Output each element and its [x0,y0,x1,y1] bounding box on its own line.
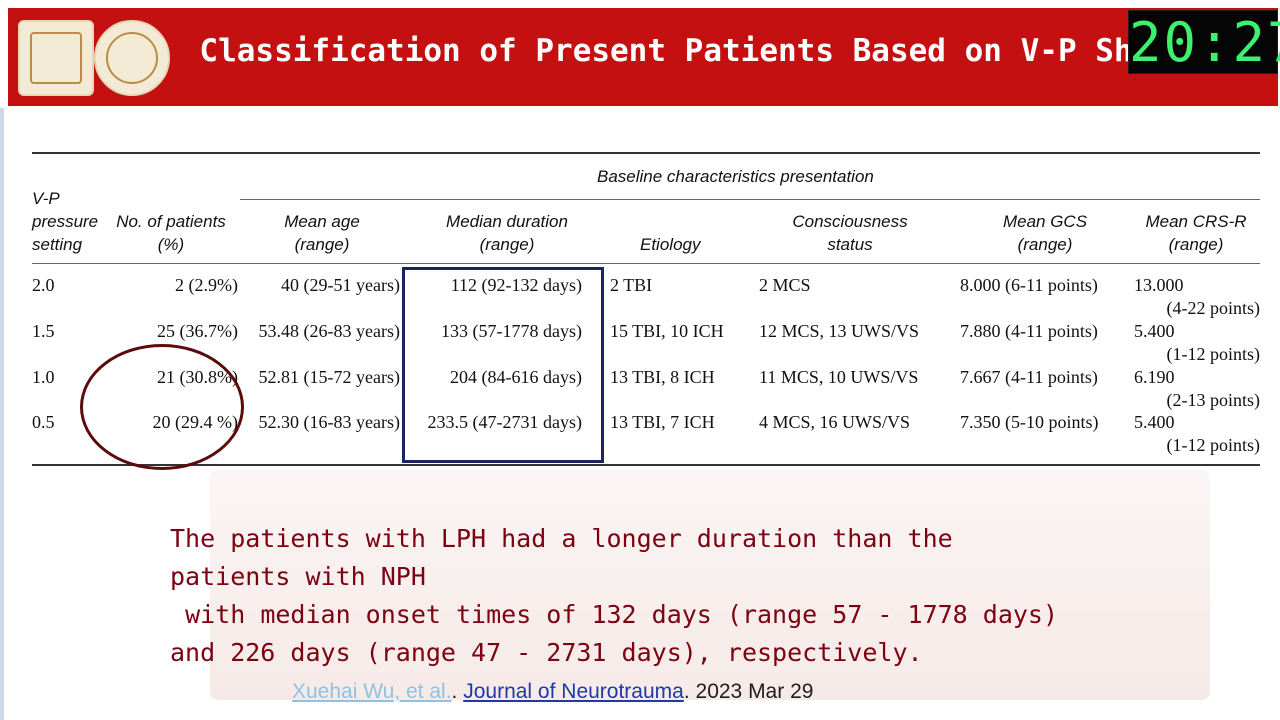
row-setting: 1.0 [32,367,55,387]
hospital-logo-icon [18,20,94,96]
citation-separator: . [451,680,464,703]
row-duration: 133 (57-1778 days) [441,321,582,341]
patient-count-highlight-circle [80,344,244,470]
header-median-duration: Median duration (range) [446,212,568,254]
row-consciousness: 12 MCS, 13 UWS/VS [759,321,920,341]
row-etiology: 13 TBI, 7 ICH [610,412,715,432]
header-vp-pressure-setting: V-P pressure setting [32,189,99,254]
row-age: 53.48 (26-83 years) [258,321,400,341]
header-consciousness-status: Consciousness status [792,212,908,254]
header-mean-age: Mean age (range) [284,212,360,254]
row-duration: 233.5 (47-2731 days) [427,412,582,432]
header-number-of-patients: No. of patients (%) [116,212,226,254]
group-header-rule [240,199,1260,200]
slide-header: Classification of Present Patients Based… [8,8,1278,106]
slide-title: Classification of Present Patients Based… [199,33,1278,69]
row-setting: 0.5 [32,412,55,432]
department-seal-icon [94,20,170,96]
row-setting: 1.5 [32,321,55,341]
table-bottom-rule [32,464,1260,466]
row-age: 40 (29-51 years) [281,275,400,295]
row-etiology: 13 TBI, 8 ICH [610,367,715,387]
row-etiology: 2 TBI [610,275,653,295]
row-crs-value: 6.190 [1134,367,1175,387]
citation-date: . 2023 Mar 29 [683,680,814,703]
row-age: 52.30 (16-83 years) [258,412,400,432]
column-header-rule [32,263,1260,264]
row-crs-range: (1-12 points) [1166,435,1261,455]
clock-display: 20:27 [1128,10,1280,74]
citation: Xuehai Wu, et al.. Journal of Neurotraum… [292,680,813,704]
row-gcs: 7.880 (4-11 points) [960,321,1098,341]
group-header: Baseline characteristics presentation [597,167,874,186]
median-duration-highlight-box [402,267,604,463]
summary-text: The patients with LPH had a longer durat… [170,524,1059,667]
header-etiology: Etiology [640,235,701,254]
left-edge-rule [0,108,4,720]
row-consciousness: 2 MCS [759,275,811,295]
row-gcs: 8.000 (6-11 points) [960,275,1098,295]
header-mean-crs-r: Mean CRS-R (range) [1145,212,1247,254]
row-crs-value: 5.400 [1134,412,1175,432]
header-mean-gcs: Mean GCS (range) [1002,212,1088,254]
row-consciousness: 4 MCS, 16 UWS/VS [759,412,911,432]
row-age: 52.81 (15-72 years) [258,367,400,387]
row-crs-value: 5.400 [1134,321,1175,341]
journal-link[interactable]: Journal of Neurotrauma [463,680,684,703]
background-watermark [210,470,1210,700]
author-link[interactable]: Xuehai Wu, et al. [292,680,452,703]
row-setting: 2.0 [32,275,55,295]
row-duration: 112 (92-132 days) [450,275,582,295]
row-crs-range: (2-13 points) [1166,390,1261,410]
table-top-rule [32,152,1260,154]
patient-table: Baseline characteristics presentation V-… [32,150,1260,468]
row-gcs: 7.667 (4-11 points) [960,367,1098,387]
row-etiology: 15 TBI, 10 ICH [610,321,724,341]
row-gcs: 7.350 (5-10 points) [960,412,1099,432]
row-patients: 2 (2.9%) [175,275,238,295]
row-patients: 25 (36.7%) [157,321,238,341]
row-crs-value: 13.000 [1134,275,1184,295]
row-duration: 204 (84-616 days) [450,367,582,387]
row-crs-range: (1-12 points) [1166,344,1261,364]
row-consciousness: 11 MCS, 10 UWS/VS [759,367,919,387]
row-crs-range: (4-22 points) [1166,298,1261,318]
